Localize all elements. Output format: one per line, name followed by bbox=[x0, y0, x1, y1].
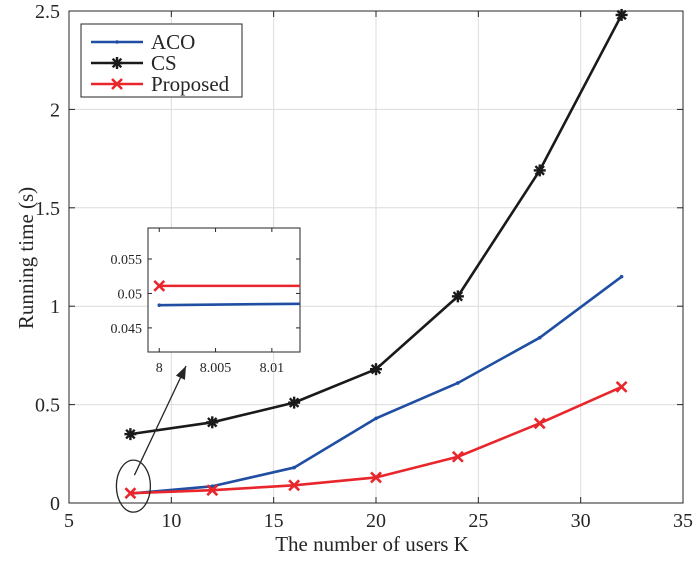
data-point bbox=[537, 335, 542, 340]
data-point bbox=[124, 428, 137, 441]
inset-x-tick-label: 8.005 bbox=[200, 361, 232, 376]
data-point bbox=[288, 396, 301, 409]
marker-stroke bbox=[452, 291, 464, 302]
y-tick-label: 1.5 bbox=[35, 198, 60, 220]
data-point bbox=[370, 471, 382, 484]
legend-label: CS bbox=[151, 51, 177, 75]
data-point bbox=[533, 417, 546, 430]
data-point bbox=[124, 487, 137, 500]
marker-stroke bbox=[125, 428, 136, 440]
main-plot: 5 10 15 20 25 30 35 0 0.5 1 1.5 2 2.5 bbox=[35, 1, 693, 532]
zoom-arrow-line bbox=[133, 365, 187, 476]
marker-stroke bbox=[153, 279, 166, 292]
inset-x-tick-label: 8.01 bbox=[260, 361, 285, 376]
data-point bbox=[374, 416, 378, 421]
inset-series-proposed bbox=[153, 279, 300, 292]
inset-frame bbox=[147, 227, 301, 353]
data-point bbox=[533, 164, 546, 177]
data-point bbox=[451, 290, 464, 303]
marker-stroke bbox=[206, 484, 219, 497]
marker-stroke bbox=[111, 57, 123, 69]
y-axis-title: Running time (s) bbox=[14, 187, 38, 329]
marker-stroke bbox=[616, 9, 627, 21]
y-tick-label: 1 bbox=[50, 296, 60, 318]
marker-stroke bbox=[124, 487, 137, 500]
inset-data-point bbox=[157, 303, 162, 307]
inset-y-tick-label: 0.045 bbox=[111, 322, 143, 337]
data-point bbox=[619, 274, 624, 279]
legend-swatch-marker bbox=[115, 40, 119, 44]
marker-stroke bbox=[615, 380, 628, 393]
x-tick-label: 10 bbox=[161, 510, 181, 532]
data-point bbox=[210, 484, 215, 489]
inset-series-line bbox=[159, 302, 301, 307]
series-proposed bbox=[124, 380, 628, 500]
inset-data-point bbox=[153, 279, 166, 292]
x-tick-label: 5 bbox=[64, 510, 74, 532]
y-tick-label: 0.5 bbox=[35, 395, 60, 417]
inset-y-tick-label: 0.055 bbox=[111, 253, 143, 268]
x-tick-label: 20 bbox=[366, 510, 386, 532]
marker-stroke bbox=[111, 78, 123, 90]
legend-item-proposed: Proposed bbox=[91, 72, 230, 96]
marker-stroke bbox=[534, 165, 545, 176]
series-cs bbox=[124, 8, 628, 441]
data-point bbox=[370, 363, 382, 376]
legend-label: Proposed bbox=[151, 72, 230, 96]
data-point bbox=[288, 479, 301, 492]
zoom-circle bbox=[115, 459, 152, 513]
inset-series-aco bbox=[157, 302, 301, 307]
x-tick-label: 30 bbox=[571, 510, 591, 532]
marker-stroke bbox=[533, 417, 546, 430]
inset-y-tick-label: 0.05 bbox=[118, 287, 143, 302]
zoom-arrow-head bbox=[175, 366, 186, 380]
data-point bbox=[615, 8, 628, 21]
legend-item-aco: ACO bbox=[91, 30, 195, 54]
marker-stroke bbox=[207, 417, 218, 428]
data-point bbox=[456, 381, 460, 385]
data-point bbox=[292, 465, 296, 470]
data-point bbox=[451, 450, 464, 463]
x-tick-label: 15 bbox=[264, 510, 284, 532]
data-point bbox=[615, 380, 628, 393]
inset-plot: 8 8.005 8.01 0.045 0.05 0.055 bbox=[111, 227, 301, 376]
inset-x-tick-label: 8 bbox=[156, 361, 163, 376]
x-axis-title: The number of users K bbox=[275, 532, 469, 556]
legend-item-cs: CS bbox=[91, 51, 177, 75]
marker-stroke bbox=[288, 397, 300, 408]
y-tick-label: 2.5 bbox=[35, 1, 60, 23]
legend-swatch-marker bbox=[111, 78, 123, 90]
series-aco bbox=[128, 274, 624, 496]
marker-stroke bbox=[370, 364, 382, 375]
y-tick-label: 0 bbox=[50, 493, 60, 515]
x-tick-label: 35 bbox=[673, 510, 693, 532]
data-point bbox=[206, 416, 219, 429]
zoom-annotation bbox=[115, 365, 187, 513]
legend-swatch-marker bbox=[111, 57, 123, 69]
x-tick-label: 25 bbox=[468, 510, 488, 532]
y-tick-label: 2 bbox=[50, 99, 60, 121]
marker-stroke bbox=[451, 450, 464, 463]
marker-stroke bbox=[288, 479, 301, 492]
legend-label: ACO bbox=[151, 30, 195, 54]
data-point bbox=[206, 484, 219, 497]
marker-stroke bbox=[370, 471, 382, 484]
